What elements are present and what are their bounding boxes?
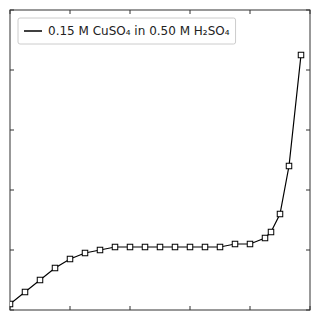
legend-box <box>18 18 236 44</box>
plot-frame <box>10 10 310 310</box>
point <box>232 241 238 247</box>
point <box>112 244 118 250</box>
point <box>286 163 292 169</box>
x-tick <box>310 10 311 14</box>
y-tick <box>10 70 14 71</box>
x-tick <box>190 10 191 14</box>
chart-container: 0.15 M CuSO₄ in 0.50 M H₂SO₄ <box>0 0 320 320</box>
point <box>172 244 178 250</box>
y-tick <box>306 250 310 251</box>
chart: 0.15 M CuSO₄ in 0.50 M H₂SO₄ <box>0 0 320 320</box>
series-group <box>10 52 304 307</box>
x-tick <box>10 10 11 14</box>
y-tick <box>10 310 14 311</box>
x-tick <box>70 10 71 14</box>
point <box>298 52 304 58</box>
point <box>22 289 28 295</box>
x-tick <box>70 306 71 310</box>
y-tick <box>306 190 310 191</box>
point <box>52 265 58 271</box>
point <box>202 244 208 250</box>
point <box>97 247 103 253</box>
legend: 0.15 M CuSO₄ in 0.50 M H₂SO₄ <box>18 18 236 44</box>
point <box>82 250 88 256</box>
ticks <box>10 10 310 310</box>
x-tick <box>130 306 131 310</box>
x-tick <box>130 10 131 14</box>
point <box>262 235 268 241</box>
x-tick <box>250 306 251 310</box>
point <box>217 244 223 250</box>
y-tick <box>10 250 14 251</box>
point <box>37 277 43 283</box>
point <box>157 244 163 250</box>
point <box>277 211 283 217</box>
y-tick <box>10 130 14 131</box>
x-tick <box>190 306 191 310</box>
point <box>247 241 253 247</box>
legend-label: 0.15 M CuSO₄ in 0.50 M H₂SO₄ <box>48 24 230 38</box>
y-tick <box>306 10 310 11</box>
point <box>142 244 148 250</box>
y-tick <box>306 70 310 71</box>
x-tick <box>310 306 311 310</box>
series-line <box>10 55 301 304</box>
y-tick <box>10 190 14 191</box>
y-tick <box>10 10 14 11</box>
y-tick <box>306 310 310 311</box>
y-tick <box>306 130 310 131</box>
legend-handle <box>24 30 42 32</box>
point <box>10 301 13 307</box>
point <box>67 256 73 262</box>
x-tick <box>250 10 251 14</box>
point <box>187 244 193 250</box>
point <box>127 244 133 250</box>
point <box>268 229 274 235</box>
